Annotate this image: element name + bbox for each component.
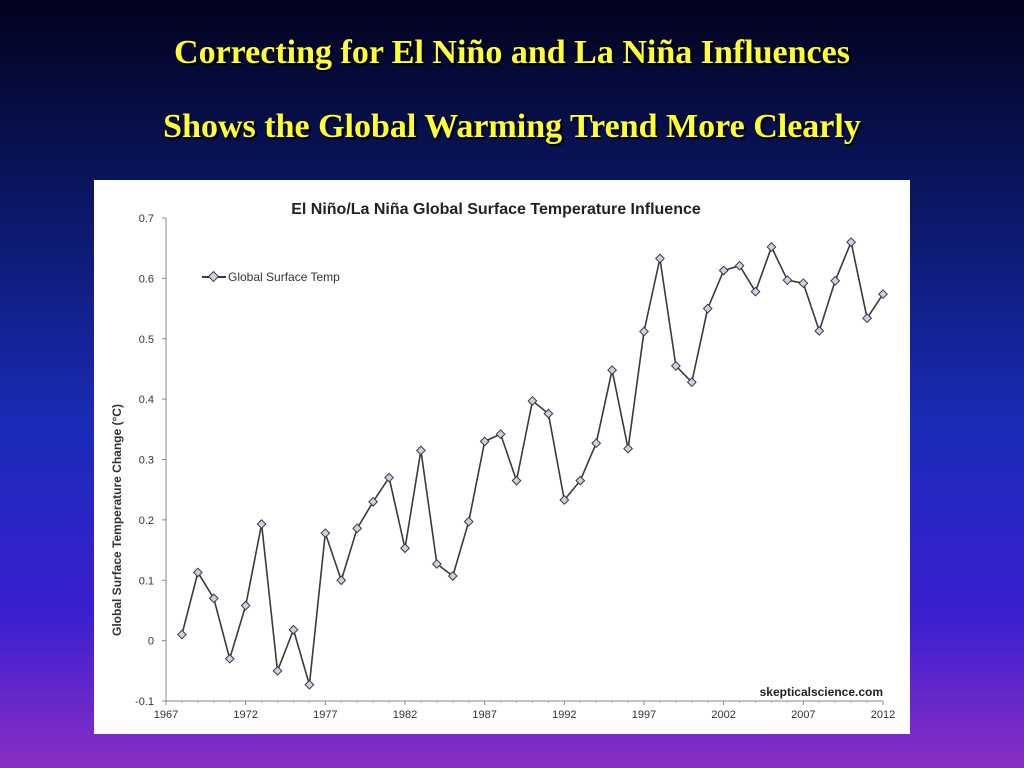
y-tick-label: 0.7 (139, 213, 154, 225)
data-point (463, 516, 474, 527)
data-point (766, 242, 777, 252)
y-tick-label: 0.6 (139, 273, 154, 285)
data-point (734, 260, 745, 271)
data-point (479, 436, 490, 447)
legend-entry: Global Surface Temp (228, 270, 340, 284)
x-tick-label: 2002 (711, 709, 735, 721)
x-tick-label: 2012 (871, 709, 895, 721)
data-point (559, 495, 570, 505)
data-point (240, 600, 251, 611)
data-point (718, 265, 729, 276)
data-point (846, 237, 857, 248)
line-chart: El Niño/La Niña Global Surface Temperatu… (110, 201, 895, 721)
y-tick-label: 0.1 (139, 575, 154, 587)
x-tick-label: 1982 (393, 709, 417, 721)
x-tick-label: 1977 (313, 709, 337, 721)
data-point (686, 377, 697, 388)
data-point (511, 475, 522, 486)
data-point (814, 325, 825, 336)
x-tick-label: 1997 (632, 709, 656, 721)
watermark: skepticalscience.com (760, 685, 883, 699)
axes: -0.1 0 0.1 0.2 0.3 0.4 0.5 0.6 0.7 1967 1972 1977 19… (135, 213, 895, 721)
x-tick-label: 1987 (472, 709, 496, 721)
data-point (272, 665, 283, 676)
y-tick-label: 0.4 (139, 394, 154, 406)
y-tick-label: 0.5 (139, 334, 154, 346)
chart-title: El Niño/La Niña Global Surface Temperatu… (291, 201, 701, 218)
y-tick-label: 0 (148, 636, 154, 648)
y-tick-label: 0.2 (139, 515, 154, 527)
data-point (431, 558, 442, 569)
data-point (352, 523, 363, 534)
data-point (639, 326, 649, 337)
data-point (782, 275, 793, 286)
data-point (256, 519, 267, 530)
data-point (336, 575, 347, 586)
data-point (415, 445, 426, 456)
data-point (224, 653, 235, 664)
data-point (447, 571, 458, 581)
data-point (798, 278, 809, 289)
data-point (288, 624, 299, 635)
legend: Global Surface Temp (202, 270, 340, 284)
slide-title-line-2: Shows the Global Warming Trend More Clea… (163, 108, 861, 145)
data-point (575, 475, 586, 486)
data-point (702, 303, 713, 314)
data-point (400, 543, 410, 554)
x-tick-label: 1992 (552, 709, 576, 721)
data-point (495, 429, 506, 440)
data-point (591, 438, 602, 449)
legend-marker (207, 270, 220, 283)
data-point (750, 286, 761, 297)
y-tick-label: -0.1 (135, 696, 154, 708)
data-point (862, 313, 873, 324)
data-point (368, 496, 379, 507)
series-group (176, 237, 888, 690)
slide-title-line-1: Correcting for El Niño and La Niña Influ… (174, 34, 850, 71)
x-tick-label: 1967 (154, 709, 178, 721)
data-point (320, 528, 331, 539)
data-point (527, 395, 538, 406)
data-point (543, 408, 554, 419)
y-tick-label: 0.3 (139, 455, 154, 467)
x-tick-label: 2007 (791, 709, 815, 721)
data-point (208, 593, 219, 604)
data-point (878, 289, 888, 300)
data-point (304, 679, 315, 690)
data-point (670, 360, 681, 371)
data-point (192, 567, 203, 578)
data-point (830, 275, 841, 286)
x-tick-label: 1972 (233, 709, 257, 721)
chart-panel: El Niño/La Niña Global Surface Temperatu… (94, 180, 910, 734)
series-line (181, 241, 884, 686)
data-point (654, 253, 665, 264)
data-point (176, 629, 187, 640)
data-point (384, 472, 395, 483)
data-point (623, 443, 634, 454)
data-point (607, 365, 618, 376)
y-axis-label: Global Surface Temperature Change (°C) (110, 404, 124, 636)
